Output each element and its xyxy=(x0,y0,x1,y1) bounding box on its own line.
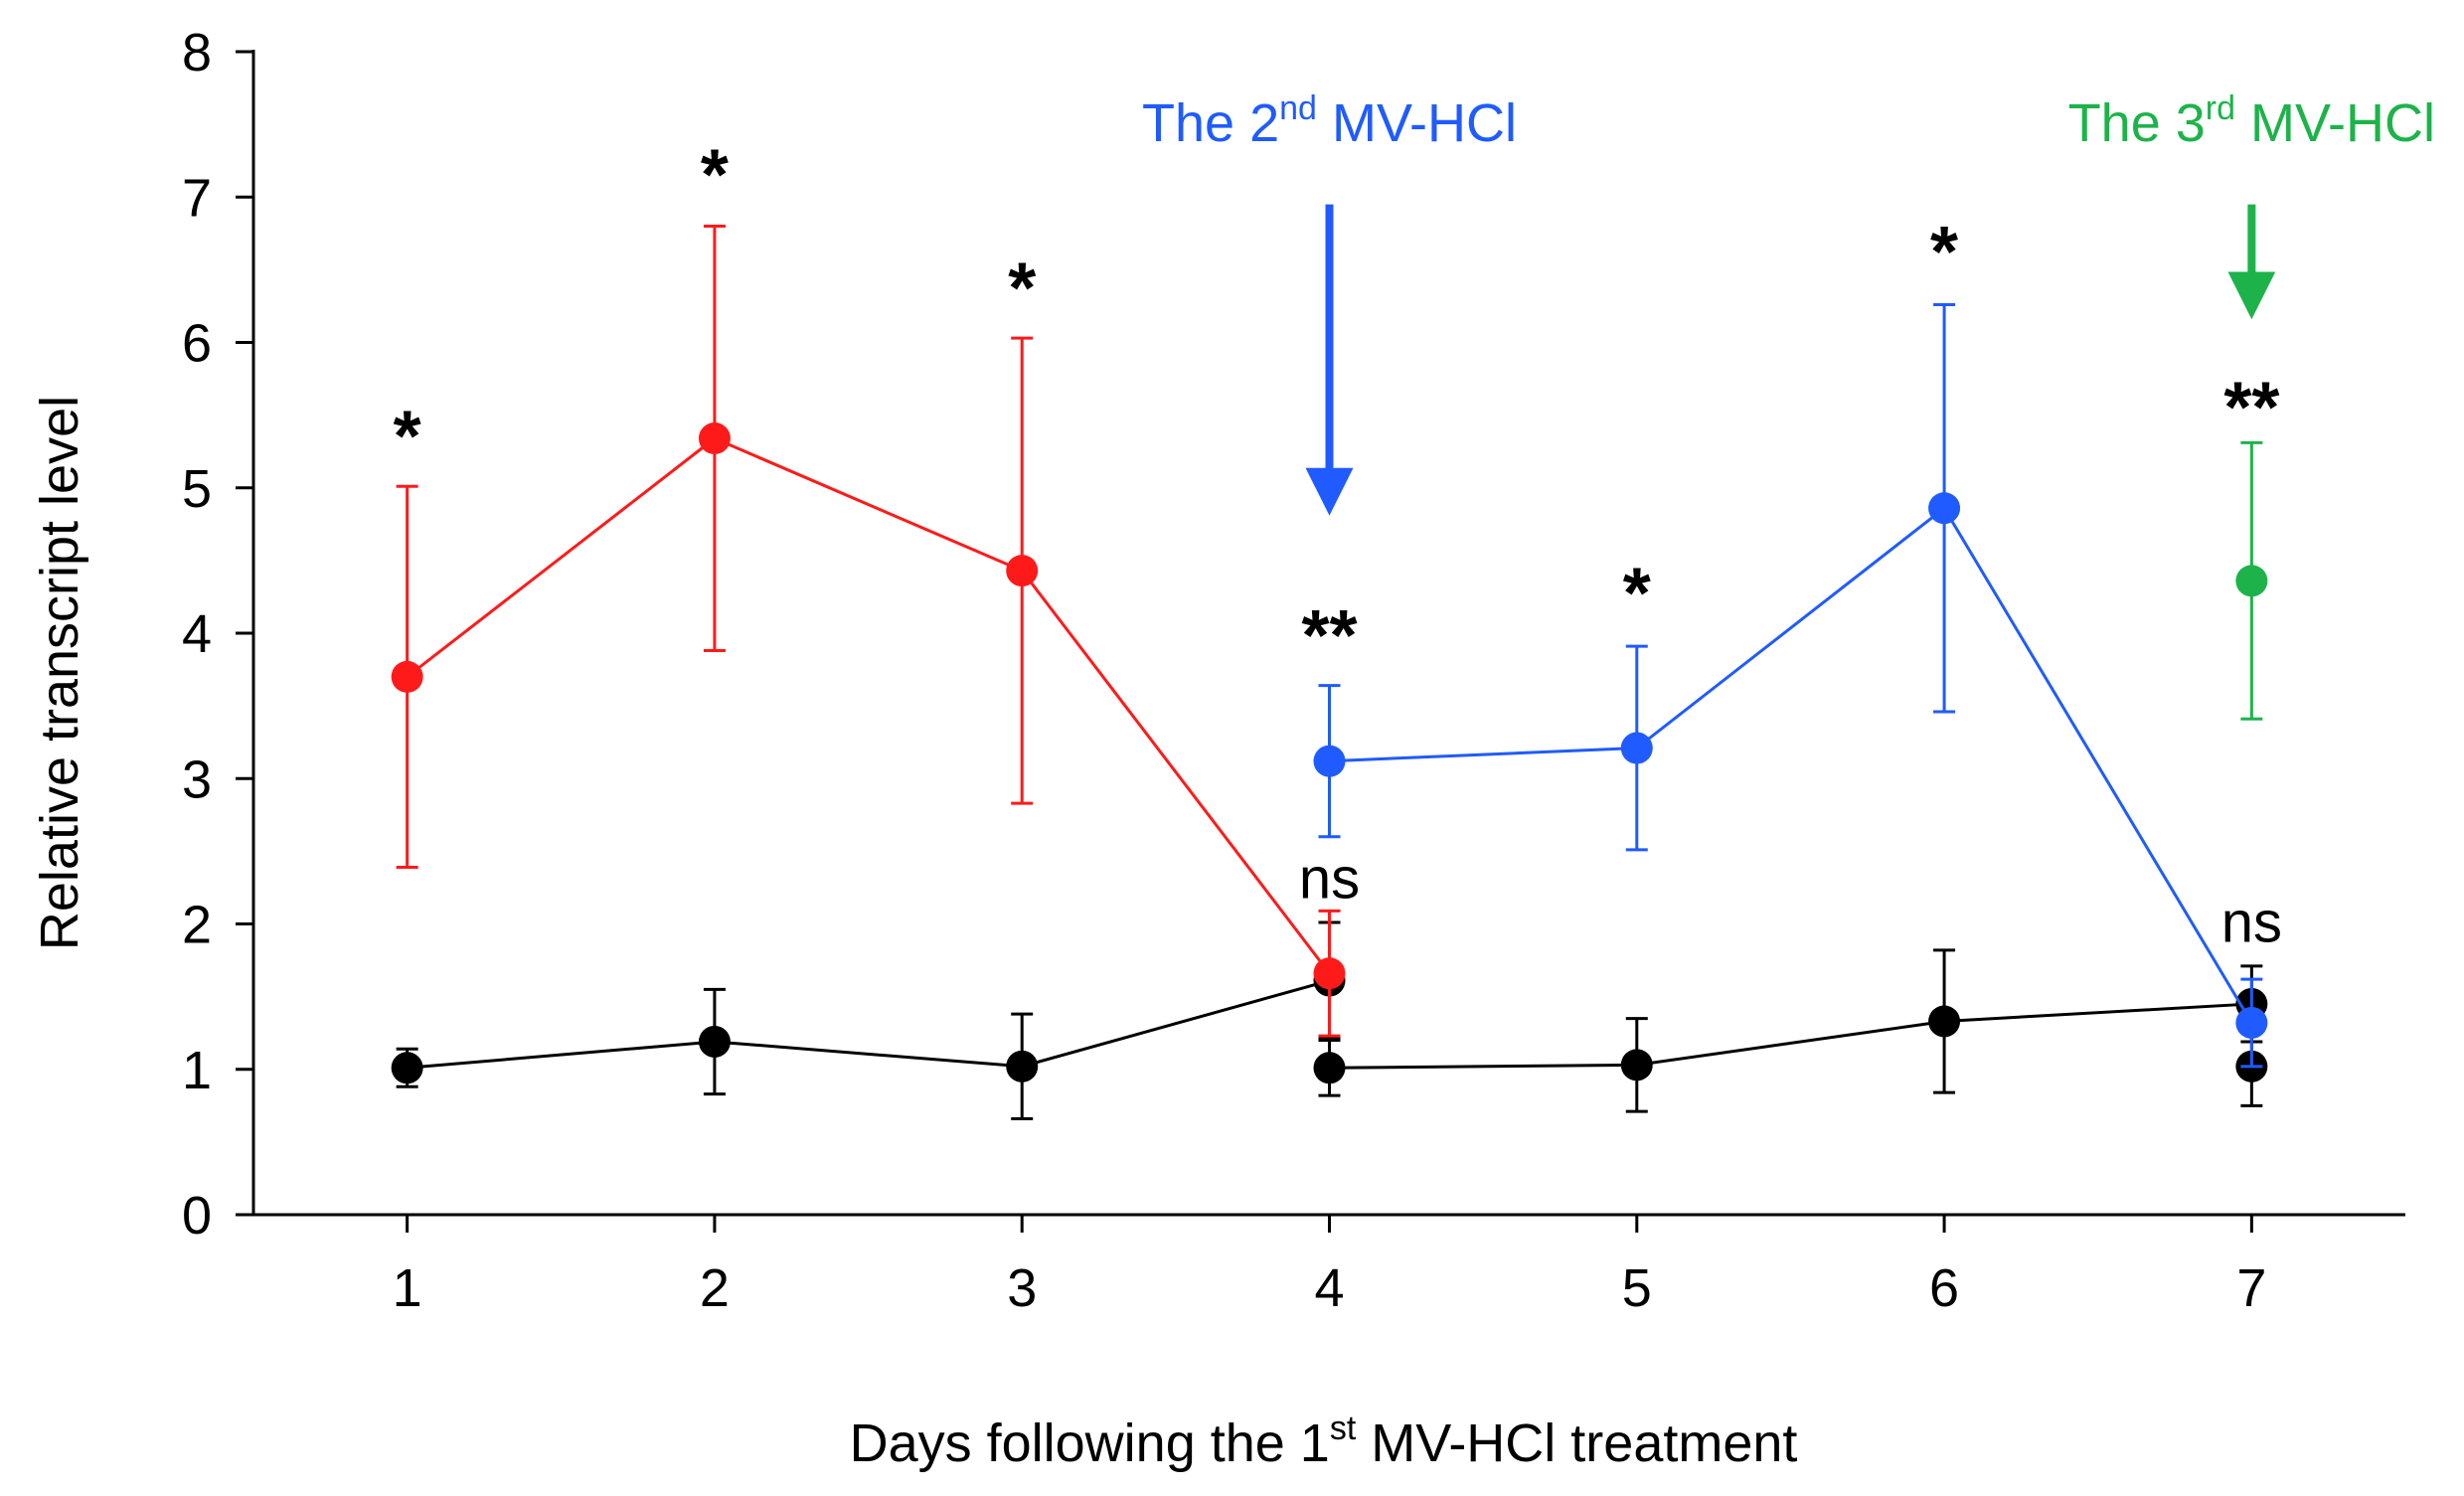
data-point xyxy=(1313,1052,1346,1084)
x-tick-label: 4 xyxy=(1314,1258,1344,1318)
significance-label: * xyxy=(1008,249,1036,328)
annotation-label: The 2nd MV-HCl xyxy=(1142,89,1517,153)
y-tick-label: 5 xyxy=(182,459,212,519)
significance-label: * xyxy=(1623,555,1651,634)
y-axis-title: Relative transcript level xyxy=(30,396,89,950)
data-series xyxy=(391,225,2268,1120)
data-point xyxy=(1006,555,1039,587)
data-point xyxy=(391,1052,423,1084)
significance-marks: *****ns****ns xyxy=(394,135,2282,954)
annotation-label-part: MV-HCl xyxy=(1317,93,1517,153)
significance-label: ns xyxy=(2221,891,2282,955)
x-axis-title-part: Days following the 1 xyxy=(850,1413,1330,1473)
x-axis-title-part: MV-HCl treatment xyxy=(1356,1413,1797,1473)
data-point xyxy=(698,422,731,455)
significance-label: ** xyxy=(2223,368,2279,447)
y-tick-label: 6 xyxy=(182,314,212,374)
data-point xyxy=(2235,1006,2268,1039)
y-tick-label: 0 xyxy=(182,1186,212,1246)
annotation-label-part: The 3 xyxy=(2068,93,2206,153)
significance-label: * xyxy=(394,398,421,477)
series-line xyxy=(406,436,1331,975)
series-after-1st-mv-hcl xyxy=(391,225,1346,1038)
series-after-2nd-mv-hcl xyxy=(1313,302,2268,1069)
data-point xyxy=(1928,1005,1961,1038)
x-tick-label: 3 xyxy=(1007,1258,1037,1318)
x-axis-title-superscript: st xyxy=(1330,1410,1357,1447)
data-point xyxy=(1313,745,1346,777)
y-tick-label: 4 xyxy=(182,604,212,664)
x-tick-label: 7 xyxy=(2236,1258,2266,1318)
x-tick-label: 2 xyxy=(700,1258,730,1318)
data-point xyxy=(1620,732,1653,764)
y-tick-label: 3 xyxy=(182,749,212,809)
axes: 0 1 2 3 4 5 6 7 8 1 2 3 4 5 6 7 Days following the 1st M… xyxy=(30,23,2405,1473)
y-tick-label: 1 xyxy=(182,1041,212,1100)
x-axis-title: Days following the 1st MV-HCl treatment xyxy=(850,1410,1798,1473)
data-point xyxy=(1006,1050,1039,1082)
data-point xyxy=(1928,492,1961,525)
annotation-label-part: The 2 xyxy=(1142,93,1279,153)
annotation-label-part: MV-HCl xyxy=(2235,93,2435,153)
significance-label: ** xyxy=(1301,596,1357,676)
annotation-label: The 3rd MV-HCl xyxy=(2068,89,2435,153)
treatment-annotations: The 2nd MV-HCl The 3rd MV-HCl xyxy=(1142,89,2435,516)
y-tick-label: 8 xyxy=(182,23,212,83)
series-line xyxy=(1329,505,2253,1024)
series-line xyxy=(407,979,1330,1070)
data-point xyxy=(391,660,423,693)
y-tick-label: 2 xyxy=(182,896,212,955)
data-point xyxy=(1313,957,1346,990)
series-line xyxy=(1329,1002,2252,1070)
series-after-3rd-mv-hcl xyxy=(2235,440,2268,721)
x-tick-label: 1 xyxy=(393,1258,422,1318)
data-point xyxy=(698,1025,731,1058)
x-tick-label: 5 xyxy=(1622,1258,1652,1318)
x-tick-label: 6 xyxy=(1929,1258,1959,1318)
data-point xyxy=(2235,565,2268,597)
series-control-2 xyxy=(1313,948,2268,1113)
annotation-label-superscript: rd xyxy=(2206,89,2235,127)
significance-label: ns xyxy=(1299,847,1360,912)
data-point xyxy=(1620,1049,1653,1081)
series-control xyxy=(391,920,1346,1120)
significance-label: * xyxy=(1930,213,1958,292)
annotation-label-superscript: nd xyxy=(1279,89,1317,127)
y-tick-label: 7 xyxy=(182,168,212,228)
significance-label: * xyxy=(701,135,729,215)
